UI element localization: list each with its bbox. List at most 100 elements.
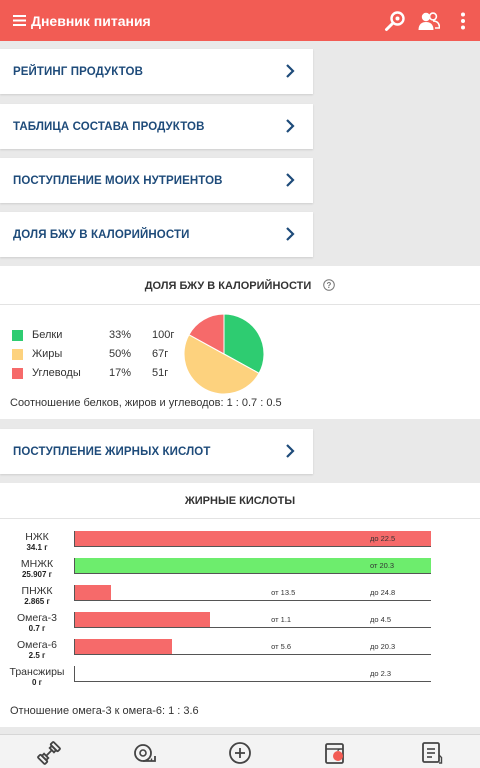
nav-bju-share-label: ДОЛЯ БЖУ В КАЛОРИЙНОСТИ [13,228,190,241]
legend-grams: 100г [152,329,175,341]
measuring-tape-icon [134,744,156,762]
fat-swatch [12,349,23,360]
norm-marker: от 13.5 [271,588,296,597]
fatty-acid-track: от 1.1 до 4.5 [74,612,431,628]
fatty-acid-label: Омега-6 2.5 г [0,639,74,661]
fatty-acid-bar [75,558,431,573]
legend-name: Углеводы [32,367,81,379]
norm-marker: от 1.1 [271,615,292,624]
norm-marker: до 20.3 [369,642,396,651]
fatty-acid-value: 25.907 г [21,570,53,579]
tab-food-diary[interactable] [323,740,349,766]
pie-slice-2 [188,313,225,355]
question-circle-icon[interactable]: ? [323,279,336,291]
legend-name: Жиры [32,348,63,360]
fatty-acids-panel: ЖИРНЫЕ КИСЛОТЫ НЖК 34.1 г до 22.5 МНЖК 25.90… [0,483,480,727]
divider [0,304,480,305]
chevron-right-icon [286,64,295,78]
tab-exercise[interactable] [36,740,62,766]
tab-reports[interactable] [419,740,445,766]
legend-grams: 51г [152,367,169,379]
fatty-acid-label: НЖК 34.1 г [0,531,74,553]
nav-composition-table[interactable]: ТАБЛИЦА СОСТАВА ПРОДУКТОВ [0,104,313,149]
legend-grams: 67г [152,348,169,360]
fatty-acid-name: ПНЖК [21,585,53,597]
bju-ratio-text: Соотношение белков, жиров и углеводов: 1… [10,397,282,409]
nav-product-rating[interactable]: РЕЙТИНГ ПРОДУКТОВ [0,49,313,94]
norm-marker: до 4.5 [369,615,392,624]
fatty-acid-label: ПНЖК 2.865 г [0,585,74,607]
fatty-acid-bar [75,585,112,600]
bju-pie-chart [183,313,265,395]
norm-marker: до 24.8 [369,588,396,597]
legend-percent: 33% [109,329,132,341]
nav-composition-table-label: ТАБЛИЦА СОСТАВА ПРОДУКТОВ [13,120,205,133]
nav-bju-share[interactable]: ДОЛЯ БЖУ В КАЛОРИЙНОСТИ [0,212,313,257]
fatty-acid-bar [75,612,211,627]
fatty-acid-track: до 22.5 [74,531,431,547]
users-icon [418,11,440,30]
fatty-acid-name: Омега-6 [16,639,57,651]
fatty-acid-name: Трансжиры [9,666,65,678]
bottom-navigation [0,734,480,768]
carbs-swatch [12,368,23,379]
norm-marker: от 5.6 [271,642,292,651]
apple-notebook-icon [325,743,344,764]
norm-marker: до 22.5 [369,534,396,543]
fatty-acid-value: 0.7 г [28,624,46,633]
protein-swatch [12,330,23,341]
omega-ratio-text: Отношение омега-3 к омега-6: 1 : 3.6 [10,705,199,717]
fatty-acid-value: 2.5 г [28,651,46,660]
legend-percent: 50% [109,348,132,360]
profile-button[interactable] [412,0,446,41]
bju-panel-title: ДОЛЯ БЖУ В КАЛОРИЙНОСТИ ? [0,279,480,292]
fatty-acid-label: Омега-3 0.7 г [0,612,74,634]
fatty-acid-name: НЖК [25,531,49,543]
fatty-acid-bar [75,639,173,654]
norm-marker: до 2.3 [369,669,392,678]
search-icon [385,10,405,31]
chevron-right-icon [286,227,295,241]
nav-nutrient-intake-label: ПОСТУПЛЕНИЕ МОИХ НУТРИЕНТОВ [13,174,223,187]
legend-percent: 17% [109,367,132,379]
fatty-acid-name: МНЖК [20,558,54,570]
app-bar: Дневник питания [0,0,480,41]
chevron-right-icon [286,119,295,133]
fatty-acid-track: от 5.6 до 20.3 [74,639,431,655]
fatty-acid-value: 0 г [31,678,42,687]
menu-button[interactable] [0,0,26,41]
pie-slice-0 [223,313,265,374]
bju-panel: ДОЛЯ БЖУ В КАЛОРИЙНОСТИ ? Белки 33% 100г… [0,266,480,419]
fatty-acid-value: 2.865 г [24,597,50,606]
nav-fatty-acids-intake-label: ПОСТУПЛЕНИЕ ЖИРНЫХ КИСЛОТ [13,445,211,458]
fatty-acid-name: Омега-3 [16,612,57,624]
fatty-acid-label: Трансжиры 0 г [0,666,74,688]
app-title: Дневник питания [31,12,151,29]
fatty-acids-title: ЖИРНЫЕ КИСЛОТЫ [184,495,296,507]
divider [0,518,480,519]
more-options-button[interactable] [446,0,480,41]
fatty-acid-track: от 20.3 [74,558,431,574]
chevron-right-icon [286,173,295,187]
norm-marker: от 20.3 [369,561,395,570]
tab-body-measurements[interactable] [132,740,158,766]
legend-name: Белки [32,329,63,341]
tab-add[interactable] [227,740,253,766]
fatty-acid-track: от 13.5 до 24.8 [74,585,431,601]
chevron-right-icon [286,444,295,458]
add-circle-icon [229,742,251,764]
checklist-document-icon [422,742,443,764]
dumbbell-icon [37,741,61,765]
fatty-acid-label: МНЖК 25.907 г [0,558,74,580]
nav-nutrient-intake[interactable]: ПОСТУПЛЕНИЕ МОИХ НУТРИЕНТОВ [0,158,313,203]
more-vertical-icon [461,12,465,29]
bju-panel-title-text: ДОЛЯ БЖУ В КАЛОРИЙНОСТИ [144,280,312,292]
pie-slice-1 [183,334,260,395]
fatty-acid-track: до 2.3 [74,666,431,682]
svg-text:?: ? [327,281,332,290]
fatty-acid-value: 34.1 г [26,543,48,552]
nav-fatty-acids-intake[interactable]: ПОСТУПЛЕНИЕ ЖИРНЫХ КИСЛОТ [0,429,313,474]
hamburger-icon [13,15,26,26]
search-product-button[interactable] [378,0,412,41]
fatty-acid-bar [75,531,431,546]
